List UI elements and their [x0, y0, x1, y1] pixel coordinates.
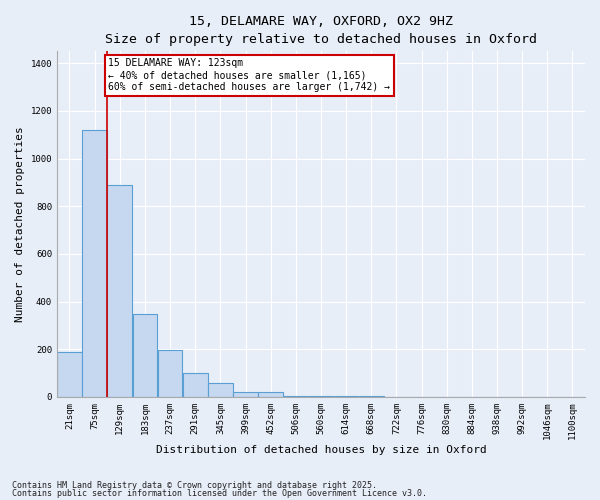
Bar: [133, 314, 157, 397]
Bar: [259, 392, 283, 397]
Bar: [107, 185, 132, 397]
Bar: [283, 396, 308, 397]
Text: Contains public sector information licensed under the Open Government Licence v3: Contains public sector information licen…: [12, 489, 427, 498]
Title: 15, DELAMARE WAY, OXFORD, OX2 9HZ
Size of property relative to detached houses i: 15, DELAMARE WAY, OXFORD, OX2 9HZ Size o…: [105, 15, 537, 46]
Bar: [183, 373, 208, 397]
Text: Contains HM Land Registry data © Crown copyright and database right 2025.: Contains HM Land Registry data © Crown c…: [12, 480, 377, 490]
Bar: [82, 130, 107, 397]
Bar: [308, 396, 333, 397]
Bar: [208, 382, 233, 397]
Bar: [233, 392, 258, 397]
Bar: [57, 352, 82, 397]
Text: 15 DELAMARE WAY: 123sqm
← 40% of detached houses are smaller (1,165)
60% of semi: 15 DELAMARE WAY: 123sqm ← 40% of detache…: [109, 58, 391, 92]
Y-axis label: Number of detached properties: Number of detached properties: [15, 126, 25, 322]
Bar: [158, 350, 182, 397]
X-axis label: Distribution of detached houses by size in Oxford: Distribution of detached houses by size …: [155, 445, 487, 455]
